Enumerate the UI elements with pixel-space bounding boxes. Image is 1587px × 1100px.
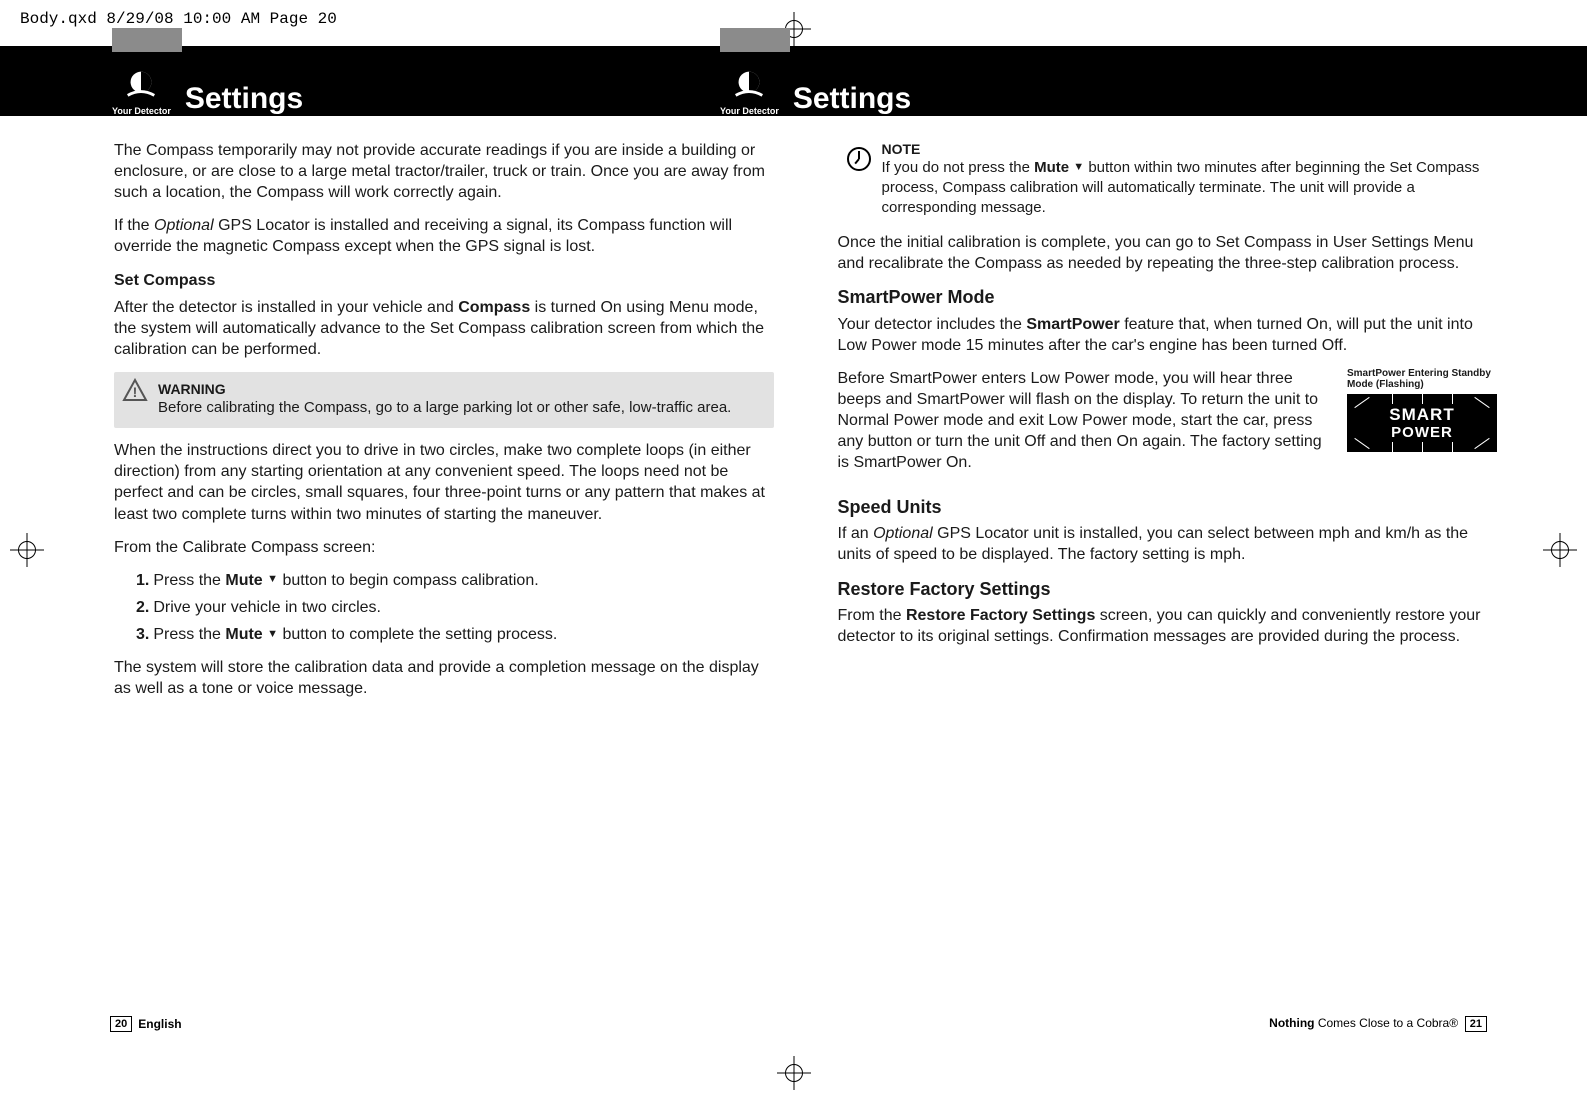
body-text: Once the initial calibration is complete… xyxy=(838,232,1498,274)
body-text: After the detector is installed in your … xyxy=(114,297,774,360)
warning-title: WARNING xyxy=(158,380,764,398)
figure-caption: SmartPower Entering Standby Mode (Flashi… xyxy=(1347,368,1497,390)
language-label: English xyxy=(138,1017,181,1031)
note-title: NOTE xyxy=(882,140,1498,158)
list-item: 2.Drive your vehicle in two circles. xyxy=(136,597,774,618)
down-arrow-icon: ▼ xyxy=(1073,160,1084,175)
body-text: From the Calibrate Compass screen: xyxy=(114,537,774,558)
smartpower-figure: SmartPower Entering Standby Mode (Flashi… xyxy=(1347,368,1497,452)
detector-icon xyxy=(122,65,160,108)
body-text: Your detector includes the SmartPower fe… xyxy=(838,314,1498,356)
section-heading: Restore Factory Settings xyxy=(838,578,1498,602)
list-item: 1.Press the Mute ▼ button to begin compa… xyxy=(136,570,774,591)
steps-list: 1.Press the Mute ▼ button to begin compa… xyxy=(114,570,774,645)
header-band: Your Detector Settings Your Detector Set… xyxy=(0,46,1587,116)
tagline-bold: Nothing xyxy=(1269,1016,1314,1030)
down-arrow-icon: ▼ xyxy=(267,572,278,587)
section-heading: SmartPower Mode xyxy=(838,286,1498,310)
display-screen: SMART POWER xyxy=(1347,394,1497,452)
body-text: If an Optional GPS Locator unit is insta… xyxy=(838,523,1498,565)
page-number-right: 21 xyxy=(1465,1016,1487,1032)
left-column: The Compass temporarily may not provide … xyxy=(114,140,774,711)
crop-mark-left xyxy=(10,533,44,567)
section-heading: Speed Units xyxy=(838,496,1498,520)
body-text: The Compass temporarily may not provide … xyxy=(114,140,774,203)
page-spread: The Compass temporarily may not provide … xyxy=(0,116,1587,711)
tab-gray-right xyxy=(720,28,790,52)
note-icon xyxy=(846,146,872,172)
screen-line2: POWER xyxy=(1351,425,1493,440)
body-text: If the Optional GPS Locator is installed… xyxy=(114,215,774,257)
band-title-left: Settings xyxy=(185,84,303,114)
tagline-rest: Comes Close to a Cobra® xyxy=(1315,1016,1459,1030)
body-text: From the Restore Factory Settings screen… xyxy=(838,605,1498,647)
crop-mark-bottom xyxy=(777,1056,811,1090)
list-item: 3.Press the Mute ▼ button to complete th… xyxy=(136,624,774,645)
tab-gray-left xyxy=(112,28,182,52)
warning-body: Before calibrating the Compass, go to a … xyxy=(158,398,764,418)
note-box: NOTE If you do not press the Mute ▼ butt… xyxy=(838,140,1498,218)
svg-text:!: ! xyxy=(133,384,138,400)
page-footer: 20 English Nothing Comes Close to a Cobr… xyxy=(0,1016,1587,1032)
note-body: If you do not press the Mute ▼ button wi… xyxy=(882,158,1498,217)
detector-icon xyxy=(730,65,768,108)
warning-box: ! WARNING Before calibrating the Compass… xyxy=(114,372,774,428)
down-arrow-icon: ▼ xyxy=(267,627,278,642)
crop-mark-right xyxy=(1543,533,1577,567)
band-title-right: Settings xyxy=(793,84,911,114)
sub-label-left: Your Detector xyxy=(112,106,171,116)
section-heading: Set Compass xyxy=(114,270,774,291)
right-column: NOTE If you do not press the Mute ▼ butt… xyxy=(838,140,1498,711)
sub-label-right: Your Detector xyxy=(720,106,779,116)
warning-icon: ! xyxy=(122,378,148,404)
body-text: The system will store the calibration da… xyxy=(114,657,774,699)
body-text: When the instructions direct you to driv… xyxy=(114,440,774,524)
screen-line1: SMART xyxy=(1351,406,1493,423)
page-number-left: 20 xyxy=(110,1016,132,1032)
